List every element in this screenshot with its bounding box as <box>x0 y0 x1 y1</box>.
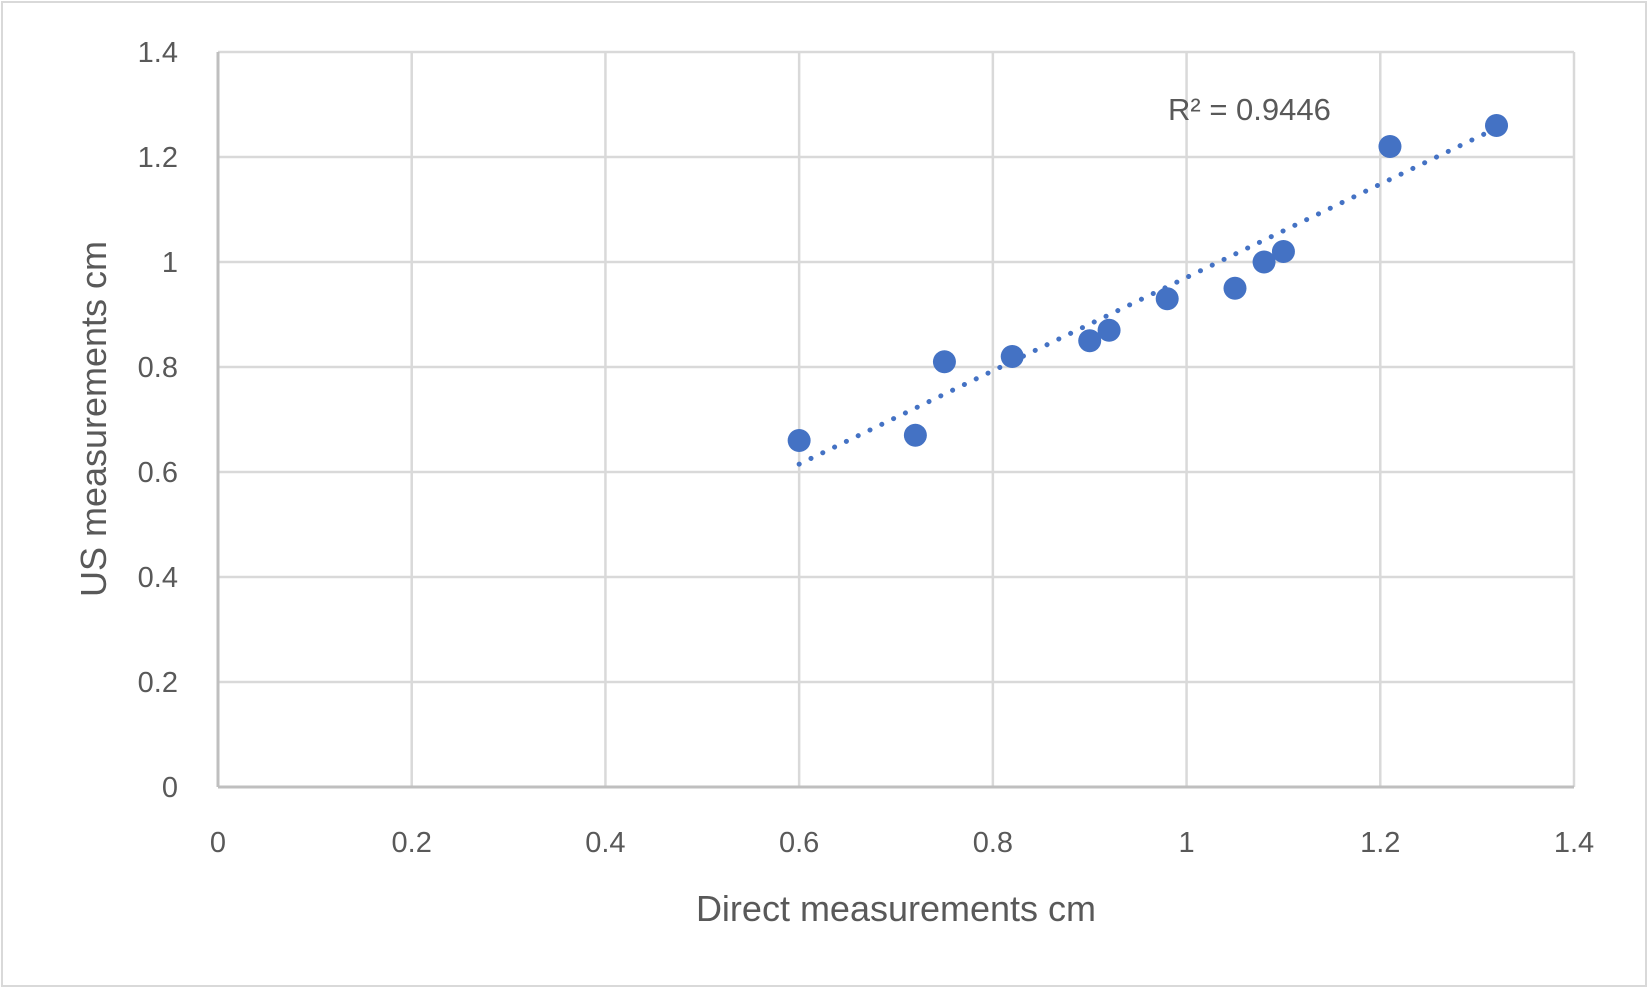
data-point-marker <box>1252 250 1276 274</box>
x-tick-label: 1.4 <box>1554 827 1594 859</box>
y-tick-label: 0.2 <box>138 667 178 699</box>
x-tick-label: 0.6 <box>779 827 819 859</box>
data-point-marker <box>932 350 956 374</box>
x-tick-label: 0.4 <box>585 827 625 859</box>
data-point-marker <box>903 423 927 447</box>
data-point-marker <box>1485 114 1509 137</box>
y-axis-title: US measurements cm <box>73 241 114 597</box>
y-tick-label: 0 <box>162 772 178 804</box>
x-axis-tick-labels: 0 0.2 0.4 0.6 0.8 1 1.2 1.4 <box>210 827 1594 859</box>
x-tick-label: 1 <box>1179 827 1195 859</box>
data-point-marker <box>1000 345 1024 368</box>
data-point-marker <box>1155 287 1179 311</box>
y-tick-label: 0.6 <box>138 457 178 489</box>
axes <box>216 52 1574 789</box>
r-squared-annotation: R² = 0.9446 <box>1168 92 1331 127</box>
data-point-marker <box>1078 329 1102 353</box>
x-tick-label: 0.2 <box>392 827 432 859</box>
y-tick-label: 1.4 <box>138 37 178 69</box>
y-tick-label: 1.2 <box>138 142 178 174</box>
y-tick-label: 0.4 <box>138 562 178 594</box>
trendline <box>796 125 1500 467</box>
data-point-marker <box>1223 276 1247 300</box>
data-point-marker <box>787 429 811 452</box>
data-point-marker <box>1271 240 1295 263</box>
gridlines <box>216 50 1576 789</box>
y-axis-tick-labels: 0 0.2 0.4 0.6 0.8 1 1.2 1.4 <box>138 37 178 804</box>
y-tick-label: 0.8 <box>138 352 178 384</box>
x-tick-label: 0 <box>210 827 226 859</box>
x-tick-label: 0.8 <box>973 827 1013 859</box>
data-points <box>787 114 1509 452</box>
y-tick-label: 1 <box>162 247 178 279</box>
x-tick-label: 1.2 <box>1360 827 1400 859</box>
x-axis-title: Direct measurements cm <box>696 888 1096 929</box>
linear-trendline <box>796 125 1500 467</box>
data-point-marker <box>1378 135 1402 158</box>
data-point-marker <box>1097 318 1121 342</box>
